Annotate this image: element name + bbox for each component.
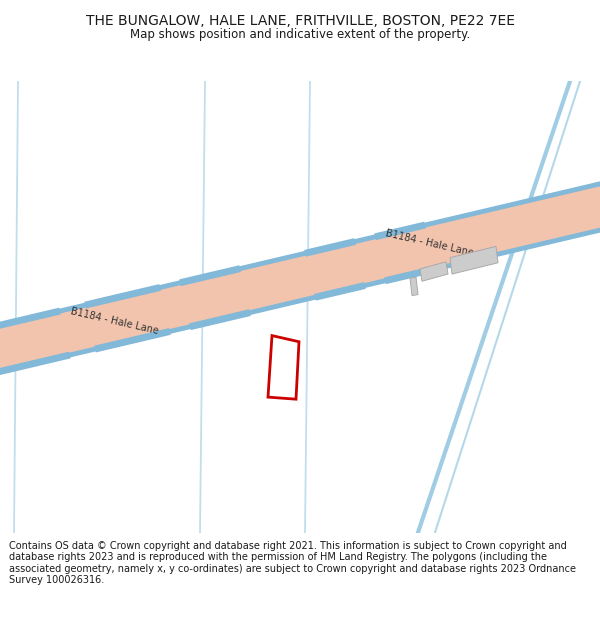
Polygon shape xyxy=(420,262,448,281)
Text: THE BUNGALOW, HALE LANE, FRITHVILLE, BOSTON, PE22 7EE: THE BUNGALOW, HALE LANE, FRITHVILLE, BOS… xyxy=(86,14,515,28)
Polygon shape xyxy=(450,246,498,274)
Polygon shape xyxy=(0,180,600,375)
Polygon shape xyxy=(410,277,418,296)
Text: B1184 - Hale Lane: B1184 - Hale Lane xyxy=(70,306,160,336)
Text: Contains OS data © Crown copyright and database right 2021. This information is : Contains OS data © Crown copyright and d… xyxy=(9,541,576,586)
Text: B1184 - Hale Lane: B1184 - Hale Lane xyxy=(385,228,475,258)
Text: Map shows position and indicative extent of the property.: Map shows position and indicative extent… xyxy=(130,28,470,41)
Polygon shape xyxy=(268,336,299,399)
